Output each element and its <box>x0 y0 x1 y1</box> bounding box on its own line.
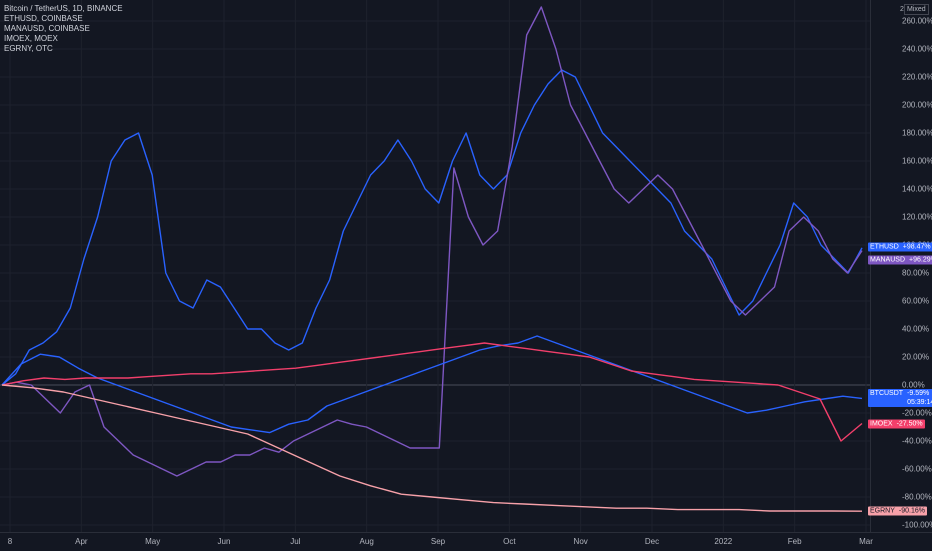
y-tick-label: 60.00% <box>902 296 930 306</box>
y-tick-label: 260.00% <box>902 16 932 26</box>
series-tag-value: -9.59% <box>907 390 930 398</box>
x-tick-label: 8 <box>7 537 13 546</box>
y-tick-label: 180.00% <box>902 128 932 138</box>
x-tick-label: Oct <box>503 537 516 546</box>
x-tick-label: Feb <box>787 537 802 546</box>
series-tag-name: IMOEX <box>870 420 893 427</box>
bar-countdown: 05:39:14 <box>907 399 932 407</box>
price-scale[interactable]: 2 Mixed 260.00% 240.00% 220.00% 200.00% 180.… <box>868 0 932 532</box>
x-tick-label: Sep <box>430 537 446 546</box>
legend-entry[interactable]: MANAUSD, COINBASE <box>4 24 90 33</box>
series-tag-value: +96.29% <box>909 256 932 264</box>
legend-entry[interactable]: Bitcoin / TetherUS, 1D, BINANCE <box>4 4 123 13</box>
x-tick-label: Aug <box>359 537 374 546</box>
series-tag-name: BTCUSDT <box>870 390 904 398</box>
x-tick-label: Dec <box>644 537 660 546</box>
y-tick-label: -100.00% <box>902 520 932 530</box>
y-tick-label: 220.00% <box>902 72 932 82</box>
legend-entry[interactable]: EGRNY, OTC <box>4 44 53 53</box>
series-tag-value: -90.16% <box>898 507 925 515</box>
y-tick-label: 200.00% <box>902 100 932 110</box>
x-tick-label: May <box>145 537 161 546</box>
chart-pane[interactable]: Bitcoin / TetherUS, 1D, BINANCE ETHUSD, C… <box>0 0 870 532</box>
scale-mode-button[interactable]: Mixed <box>904 4 929 15</box>
chart-canvas[interactable] <box>0 0 870 532</box>
y-tick-label: 160.00% <box>902 156 932 166</box>
y-tick-label: -40.00% <box>902 436 932 446</box>
series-line-1[interactable] <box>1 6 863 477</box>
time-scale[interactable]: 8 Apr May Jun Jul Aug Sep Oct Nov Dec 2022 Feb Mar <box>0 532 932 551</box>
y-tick-label: -60.00% <box>902 464 932 474</box>
x-tick-label: Nov <box>573 537 588 546</box>
y-tick-label: 120.00% <box>902 212 932 222</box>
y-tick-label: 40.00% <box>902 324 930 334</box>
series-tag-name: MANAUSD <box>870 256 906 264</box>
legend-entry[interactable]: ETHUSD, COINBASE <box>4 14 83 23</box>
series-line-2[interactable] <box>1 335 863 434</box>
x-tick-label: Mar <box>859 537 873 546</box>
x-tick-label: Jul <box>290 537 301 546</box>
y-tick-label: 80.00% <box>902 268 930 278</box>
y-tick-label: 240.00% <box>902 44 932 54</box>
series-tag-name: ETHUSD <box>870 243 899 251</box>
series-tag-value: +98.47% <box>902 243 931 251</box>
series-tag-name: EGRNY <box>870 507 895 515</box>
series-price-tag: ETHUSD +98.47% <box>868 242 932 252</box>
y-tick-label: -80.00% <box>902 492 932 502</box>
x-tick-label: Apr <box>75 537 88 546</box>
series-price-tag: BTCUSDT -9.59% 05:39:14 <box>868 389 932 408</box>
x-tick-label: Jun <box>217 537 231 546</box>
series-tag-value: -27.50% <box>896 420 923 427</box>
y-tick-label: 20.00% <box>902 352 930 362</box>
x-tick-label: 2022 <box>714 537 733 546</box>
series-price-tag: MANAUSD+96.29% <box>868 255 932 265</box>
series-price-tag: EGRNY -90.16% <box>868 506 927 516</box>
y-tick-label: 140.00% <box>902 184 932 194</box>
series-legend: Bitcoin / TetherUS, 1D, BINANCE ETHUSD, C… <box>4 4 123 54</box>
series-price-tag: IMOEX -27.50% <box>868 419 925 428</box>
scale-top-label: 2 <box>900 6 904 13</box>
series-line-4[interactable] <box>1 384 863 512</box>
y-tick-label: -20.00% <box>902 408 932 418</box>
series-line-3[interactable] <box>1 342 863 442</box>
legend-entry[interactable]: IMOEX, MOEX <box>4 34 58 43</box>
series-line-0[interactable] <box>1 69 863 386</box>
y-tick-label: 0.00% <box>902 380 925 390</box>
